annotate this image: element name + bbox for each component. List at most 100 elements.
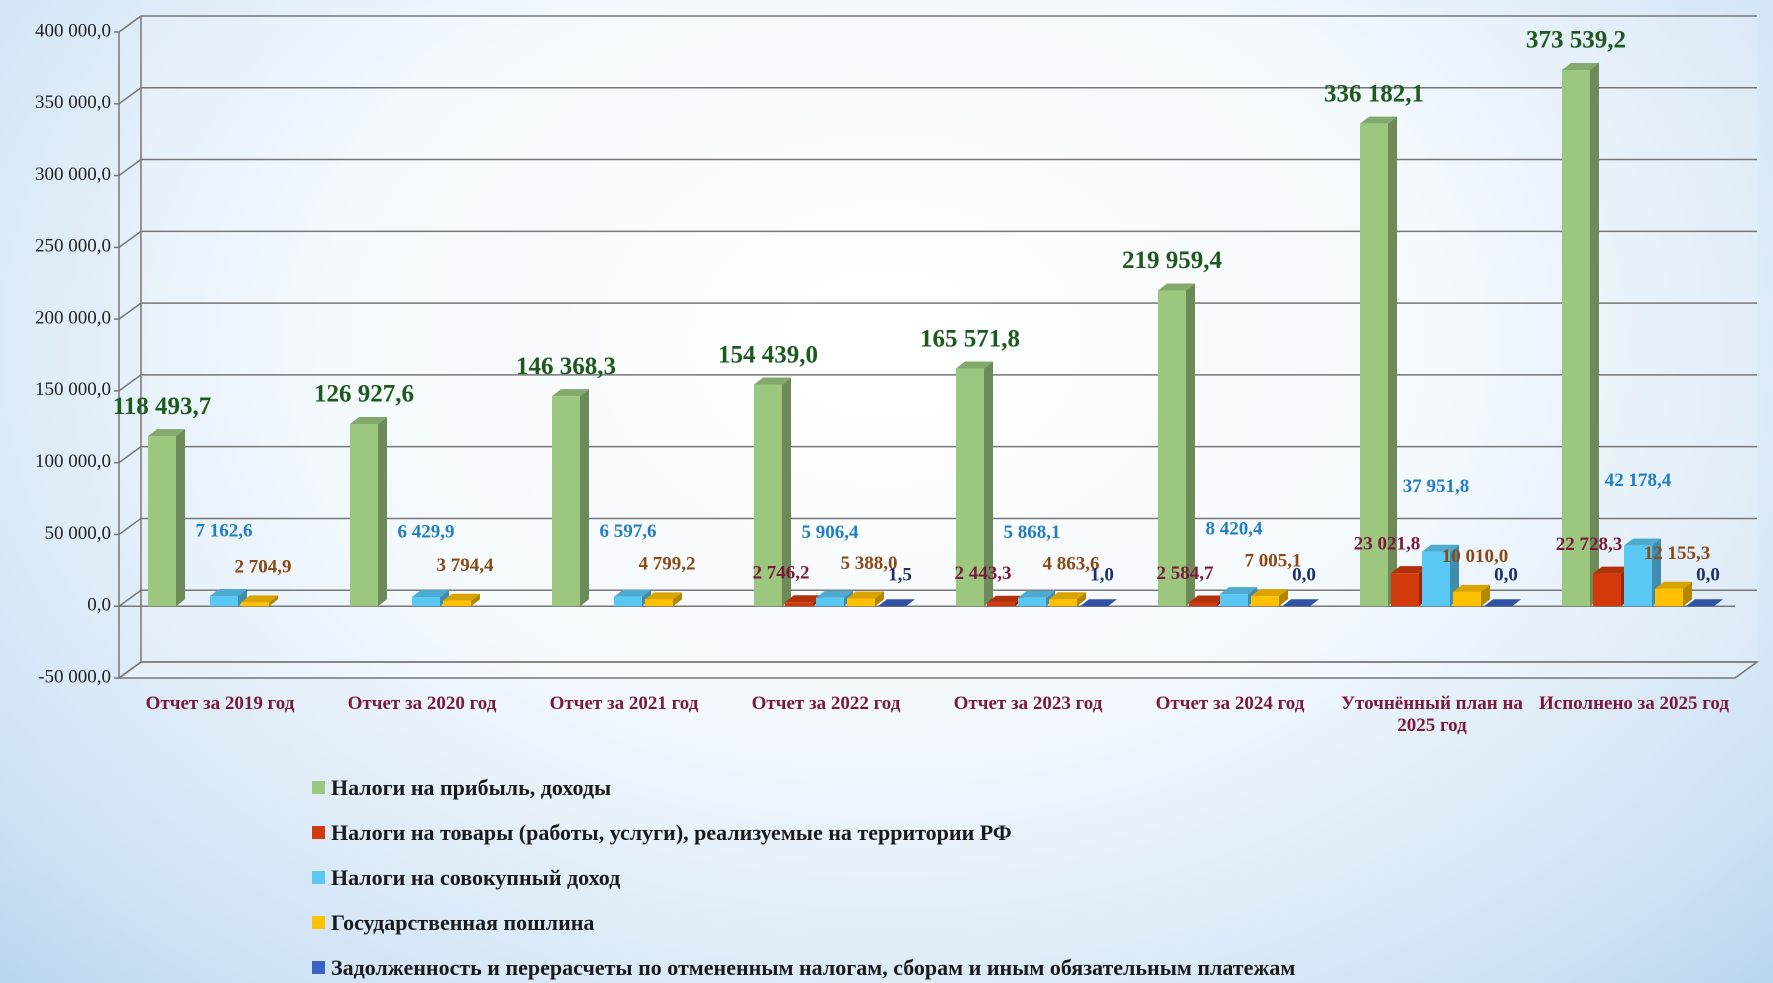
bar-front: [816, 597, 844, 607]
floor: [116, 661, 1760, 679]
bar-front: [1391, 573, 1419, 607]
bar: [1251, 589, 1288, 607]
value-label: 42 178,4: [1605, 470, 1672, 491]
bar-top: [241, 595, 278, 603]
value-label: 4 863,6: [1043, 554, 1100, 575]
bar-top: [148, 429, 185, 437]
bar: [956, 361, 993, 607]
legend-swatch: [312, 826, 325, 839]
bar-front: [1189, 602, 1217, 607]
bar-front: [987, 602, 1015, 607]
legend-item: Задолженность и перерасчеты по отмененны…: [312, 955, 1295, 981]
bar-top: [614, 589, 651, 597]
value-label: 1,5: [888, 565, 912, 586]
bar-top: [987, 595, 1024, 603]
bar-top: [1049, 592, 1086, 600]
legend-item: Налоги на совокупный доход: [312, 865, 620, 891]
bar-top: [956, 361, 993, 369]
bar: [847, 591, 884, 607]
bar-front: [1562, 69, 1590, 607]
bar-front: [1593, 573, 1621, 607]
bar-top: [1453, 584, 1490, 592]
bar: [1686, 599, 1723, 607]
bar-side: [875, 591, 884, 607]
bar-side: [1481, 584, 1490, 607]
bar-top: [645, 592, 682, 600]
y-tick-label: 350 000,0: [35, 92, 111, 113]
value-label: 23 021,8: [1354, 534, 1421, 555]
bar: [1453, 584, 1490, 607]
bar: [148, 429, 185, 607]
bar-front: [1018, 597, 1046, 607]
bar-front: [210, 595, 238, 607]
value-label: 118 493,7: [113, 393, 212, 420]
bar: [1080, 599, 1117, 607]
bar-top: [1220, 587, 1257, 595]
bar-side: [269, 595, 278, 607]
bar-front: [645, 599, 673, 607]
y-tick-label: 0,0: [87, 595, 111, 616]
bar-side: [238, 588, 247, 607]
bar-front: [350, 424, 378, 607]
bar-top: [1282, 599, 1319, 607]
value-label: 2 746,2: [753, 563, 810, 584]
value-label: 373 539,2: [1526, 27, 1626, 54]
value-label: 4 799,2: [639, 554, 696, 575]
legend-label: Задолженность и перерасчеты по отмененны…: [331, 955, 1296, 980]
value-label: 154 439,0: [718, 341, 818, 368]
bar-top: [1158, 283, 1195, 291]
value-label: 8 420,4: [1206, 518, 1264, 539]
x-tick-label: Исполнено за 2025 год: [1539, 693, 1729, 714]
back-wall: [141, 16, 1757, 662]
bar: [1562, 62, 1599, 607]
bar-side: [440, 589, 449, 607]
bar-top: [1655, 581, 1692, 589]
bar-front: [1453, 591, 1481, 607]
y-tick-label: 200 000,0: [35, 307, 111, 328]
bar: [210, 588, 247, 607]
bar-front: [1655, 588, 1683, 607]
bar-top: [1189, 595, 1226, 603]
legend-label: Налоги на совокупный доход: [331, 865, 621, 890]
bar-top: [1360, 116, 1397, 124]
legend-swatch: [312, 781, 325, 794]
bar-side: [378, 417, 387, 607]
x-tick-label: Отчет за 2021 год: [549, 693, 699, 714]
bar-front: [1360, 123, 1388, 607]
value-label: 0,0: [1494, 565, 1518, 586]
bar-top: [785, 595, 822, 603]
value-label: 37 951,8: [1403, 476, 1470, 497]
bar-front: [443, 600, 471, 607]
bar: [614, 589, 651, 607]
value-label: 5 388,0: [841, 553, 898, 574]
bar-front: [1158, 290, 1186, 607]
bar: [1422, 544, 1459, 607]
bar-front: [1220, 594, 1248, 607]
bar-front: [614, 596, 642, 607]
bar-top: [1391, 566, 1428, 574]
bar-top: [412, 589, 449, 597]
bar-top: [350, 417, 387, 425]
y-tick-label: 150 000,0: [35, 379, 111, 400]
bar: [1655, 581, 1692, 607]
bar-front: [785, 602, 813, 607]
bar-top: [1686, 599, 1723, 607]
value-label: 2 584,7: [1157, 563, 1215, 584]
x-tick-label: Отчет за 2019 год: [145, 693, 295, 714]
bar: [1282, 599, 1319, 607]
bar-front: [754, 384, 782, 607]
bar: [1624, 538, 1661, 607]
legend-item: Государственная пошлина: [312, 910, 594, 936]
bar-front: [1624, 545, 1652, 607]
bar-side: [673, 592, 682, 607]
bar-top: [754, 377, 791, 385]
bar-front: [552, 396, 580, 607]
value-label: 219 959,4: [1122, 247, 1223, 274]
y-tick-label: 100 000,0: [35, 451, 111, 472]
bar-side: [580, 389, 589, 607]
bar-top: [1593, 566, 1630, 574]
legend-swatch: [312, 961, 325, 974]
bar: [878, 599, 915, 607]
